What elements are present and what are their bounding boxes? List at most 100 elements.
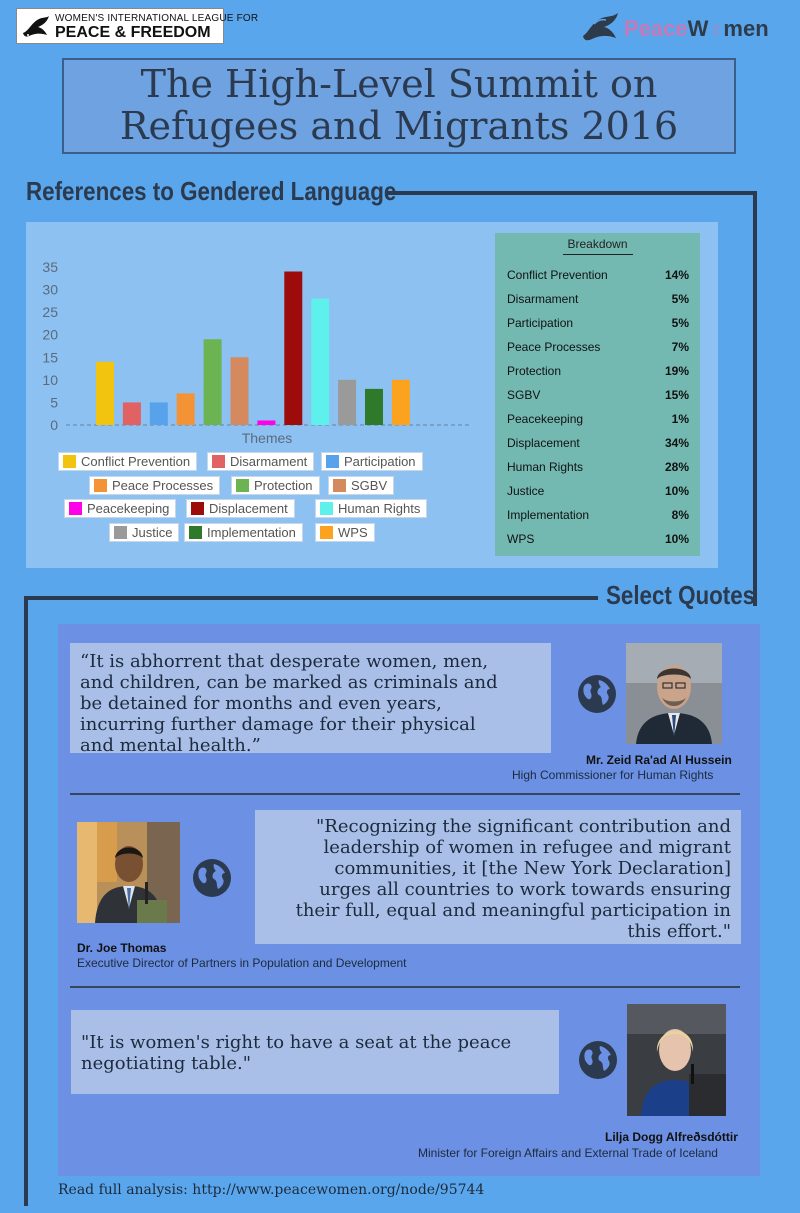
speaker-photo: [627, 1004, 726, 1116]
legend-swatch: [320, 526, 333, 539]
speaker-name: Lilja Dogg Alfreðsdóttir: [605, 1130, 738, 1144]
legend-item: Disarmament: [207, 452, 315, 471]
quotes-heading: Select Quotes: [606, 580, 756, 610]
divider-line: [70, 986, 740, 988]
y-tick-label: 20: [42, 327, 58, 343]
divider-line: [24, 596, 28, 1206]
quote-line: urges all countries to work towards ensu…: [319, 879, 731, 900]
bar-wps: [391, 379, 410, 425]
breakdown-title: Breakdown: [567, 237, 628, 251]
quote-line: "It is women's right to have a seat at t…: [81, 1032, 512, 1053]
bar-displacement: [284, 271, 303, 425]
y-tick-label: 35: [42, 259, 58, 275]
quote-line: negotiating table.": [81, 1053, 252, 1074]
breakdown-row: Justice 10%: [507, 484, 689, 504]
quote-line: and mental health.”: [80, 735, 261, 756]
breakdown-value: 19%: [664, 364, 689, 378]
quote-line: incurring further damage for their physi…: [80, 714, 476, 735]
breakdown-row: WPS 10%: [507, 532, 689, 552]
globe-icon: [578, 675, 616, 713]
breakdown-value: 34%: [664, 436, 689, 450]
legend-label: Implementation: [207, 525, 296, 540]
legend-label: Human Rights: [338, 501, 421, 516]
analysis-link[interactable]: Read full analysis: http://www.peacewome…: [58, 1182, 485, 1198]
breakdown-row: Disarmament 5%: [507, 292, 689, 312]
wordmark-w: W: [687, 16, 709, 41]
divider-line: [753, 191, 757, 606]
breakdown-row: Conflict Prevention 14%: [507, 268, 689, 288]
wilpf-name-line1: WOMEN'S INTERNATIONAL LEAGUE FOR: [55, 13, 259, 24]
wilpf-name-line2: PEACE & FREEDOM: [55, 24, 211, 41]
legend-item: Peace Processes: [89, 476, 221, 495]
legend-swatch: [69, 502, 82, 515]
bar-sgbv: [230, 357, 249, 425]
legend-label: SGBV: [351, 478, 388, 493]
bar-peacekeeping: [257, 420, 276, 425]
globe-icon: [193, 859, 231, 897]
breakdown-label: Human Rights: [507, 460, 584, 474]
legend-swatch: [191, 502, 204, 515]
legend-swatch: [189, 526, 202, 539]
quote-line: “It is abhorrent that desperate women, m…: [80, 651, 489, 672]
quote-box: "Recognizing the significant contributio…: [255, 810, 741, 944]
quote-line: their full, equal and meaningful partici…: [295, 900, 731, 921]
legend-label: Peacekeeping: [87, 501, 170, 516]
legend-swatch: [114, 526, 127, 539]
divider-line: [70, 793, 740, 795]
legend-swatch: [326, 455, 339, 468]
bar-participation: [149, 402, 168, 425]
legend-item: Protection: [231, 476, 320, 495]
breakdown-row: Human Rights 28%: [507, 460, 689, 480]
venus-icon: ♀: [708, 19, 724, 41]
y-tick-label: 10: [42, 372, 58, 388]
breakdown-value: 28%: [664, 460, 689, 474]
breakdown-label: SGBV: [507, 388, 541, 402]
legend-item: Implementation: [184, 523, 303, 542]
breakdown-value: 15%: [664, 388, 689, 402]
x-axis-label: Themes: [242, 430, 293, 446]
breakdown-table: Breakdown Conflict Prevention 14% Disarmam…: [495, 233, 700, 556]
y-tick-label: 15: [42, 349, 58, 365]
lilja-portrait: [627, 1004, 726, 1116]
breakdown-value: 5%: [671, 316, 689, 330]
breakdown-value: 14%: [664, 268, 689, 282]
legend-item: Conflict Prevention: [58, 452, 198, 471]
dove-icon: [583, 13, 618, 41]
legend-swatch: [333, 479, 346, 492]
wilpf-logo[interactable]: WOMEN'S INTERNATIONAL LEAGUE FOR PEACE &…: [16, 8, 258, 44]
quote-line: and children, can be marked as criminals…: [80, 672, 498, 693]
y-tick-label: 5: [50, 394, 58, 410]
breakdown-value: 8%: [671, 508, 689, 522]
bar-conflict-prevention: [96, 361, 114, 425]
breakdown-label: WPS: [507, 532, 535, 546]
joe-thomas-portrait: [77, 822, 180, 923]
bar-human-rights: [311, 298, 330, 425]
breakdown-label: Implementation: [507, 508, 590, 522]
legend-label: Protection: [254, 478, 313, 493]
quote-line: this effort.": [627, 921, 731, 942]
legend-swatch: [94, 479, 107, 492]
dove-icon: [23, 16, 49, 37]
bar-protection: [203, 339, 222, 425]
quote-line: communities, it [the New York Declaratio…: [334, 858, 731, 879]
breakdown-label: Protection: [507, 364, 562, 378]
breakdown-row: Peacekeeping 1%: [507, 412, 689, 432]
speaker-role: Executive Director of Partners in Popula…: [77, 956, 407, 970]
quote-line: leadership of women in refugee and migra…: [323, 837, 731, 858]
bar-disarmament: [122, 402, 141, 425]
peacewomen-wordmark: PeaceW♀men: [624, 16, 769, 42]
speaker-role: Minister for Foreign Affairs and Externa…: [418, 1146, 718, 1160]
legend-swatch: [320, 502, 333, 515]
peacewomen-logo[interactable]: PeaceW♀men: [580, 6, 780, 46]
y-tick-label: 30: [42, 282, 58, 298]
globe-icon: [579, 1041, 617, 1079]
speaker-name: Mr. Zeid Ra'ad Al Hussein: [586, 753, 732, 767]
breakdown-row: Participation 5%: [507, 316, 689, 336]
divider-line: [563, 254, 633, 255]
legend-label: WPS: [338, 525, 368, 540]
quote-line: "Recognizing the significant contributio…: [316, 816, 731, 837]
breakdown-row: Peace Processes 7%: [507, 340, 689, 360]
breakdown-value: 7%: [671, 340, 689, 354]
breakdown-value: 5%: [671, 292, 689, 306]
breakdown-label: Peacekeeping: [507, 412, 584, 426]
